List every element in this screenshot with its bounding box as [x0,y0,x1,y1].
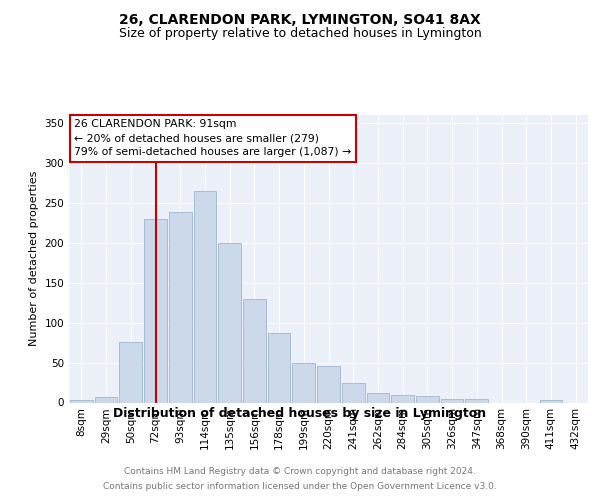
Bar [342,384,365,402]
Text: Contains HM Land Registry data © Crown copyright and database right 2024.: Contains HM Land Registry data © Crown c… [124,467,476,476]
Bar [391,396,414,402]
Bar [367,393,389,402]
Bar [95,397,118,402]
Bar [268,333,290,402]
Bar [441,400,463,402]
Bar [194,191,216,402]
Text: 26, CLARENDON PARK, LYMINGTON, SO41 8AX: 26, CLARENDON PARK, LYMINGTON, SO41 8AX [119,12,481,26]
Bar [539,400,562,402]
Bar [119,342,142,402]
Text: Distribution of detached houses by size in Lymington: Distribution of detached houses by size … [113,408,487,420]
Bar [70,400,93,402]
Text: 26 CLARENDON PARK: 91sqm
← 20% of detached houses are smaller (279)
79% of semi-: 26 CLARENDON PARK: 91sqm ← 20% of detach… [74,120,352,158]
Bar [218,243,241,402]
Bar [317,366,340,403]
Text: Size of property relative to detached houses in Lymington: Size of property relative to detached ho… [119,28,481,40]
Bar [144,219,167,402]
Text: Contains public sector information licensed under the Open Government Licence v3: Contains public sector information licen… [103,482,497,491]
Y-axis label: Number of detached properties: Number of detached properties [29,171,39,346]
Bar [243,298,266,403]
Bar [466,398,488,402]
Bar [169,212,191,402]
Bar [292,364,315,403]
Bar [416,396,439,402]
